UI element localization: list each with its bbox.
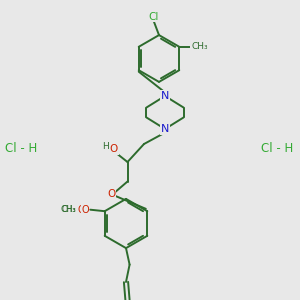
Text: O: O: [107, 189, 115, 199]
Text: CH₃: CH₃: [61, 205, 76, 214]
Text: N: N: [161, 124, 169, 134]
Text: O: O: [81, 205, 89, 215]
Text: Cl - H: Cl - H: [5, 142, 37, 155]
Text: O: O: [110, 144, 118, 154]
Text: CH₃: CH₃: [62, 205, 77, 214]
Text: H: H: [103, 142, 109, 152]
Text: N: N: [161, 91, 169, 101]
Text: Cl: Cl: [148, 11, 158, 22]
Text: Cl - H: Cl - H: [261, 142, 294, 155]
Text: O: O: [77, 205, 85, 215]
Text: CH₃: CH₃: [191, 42, 208, 51]
